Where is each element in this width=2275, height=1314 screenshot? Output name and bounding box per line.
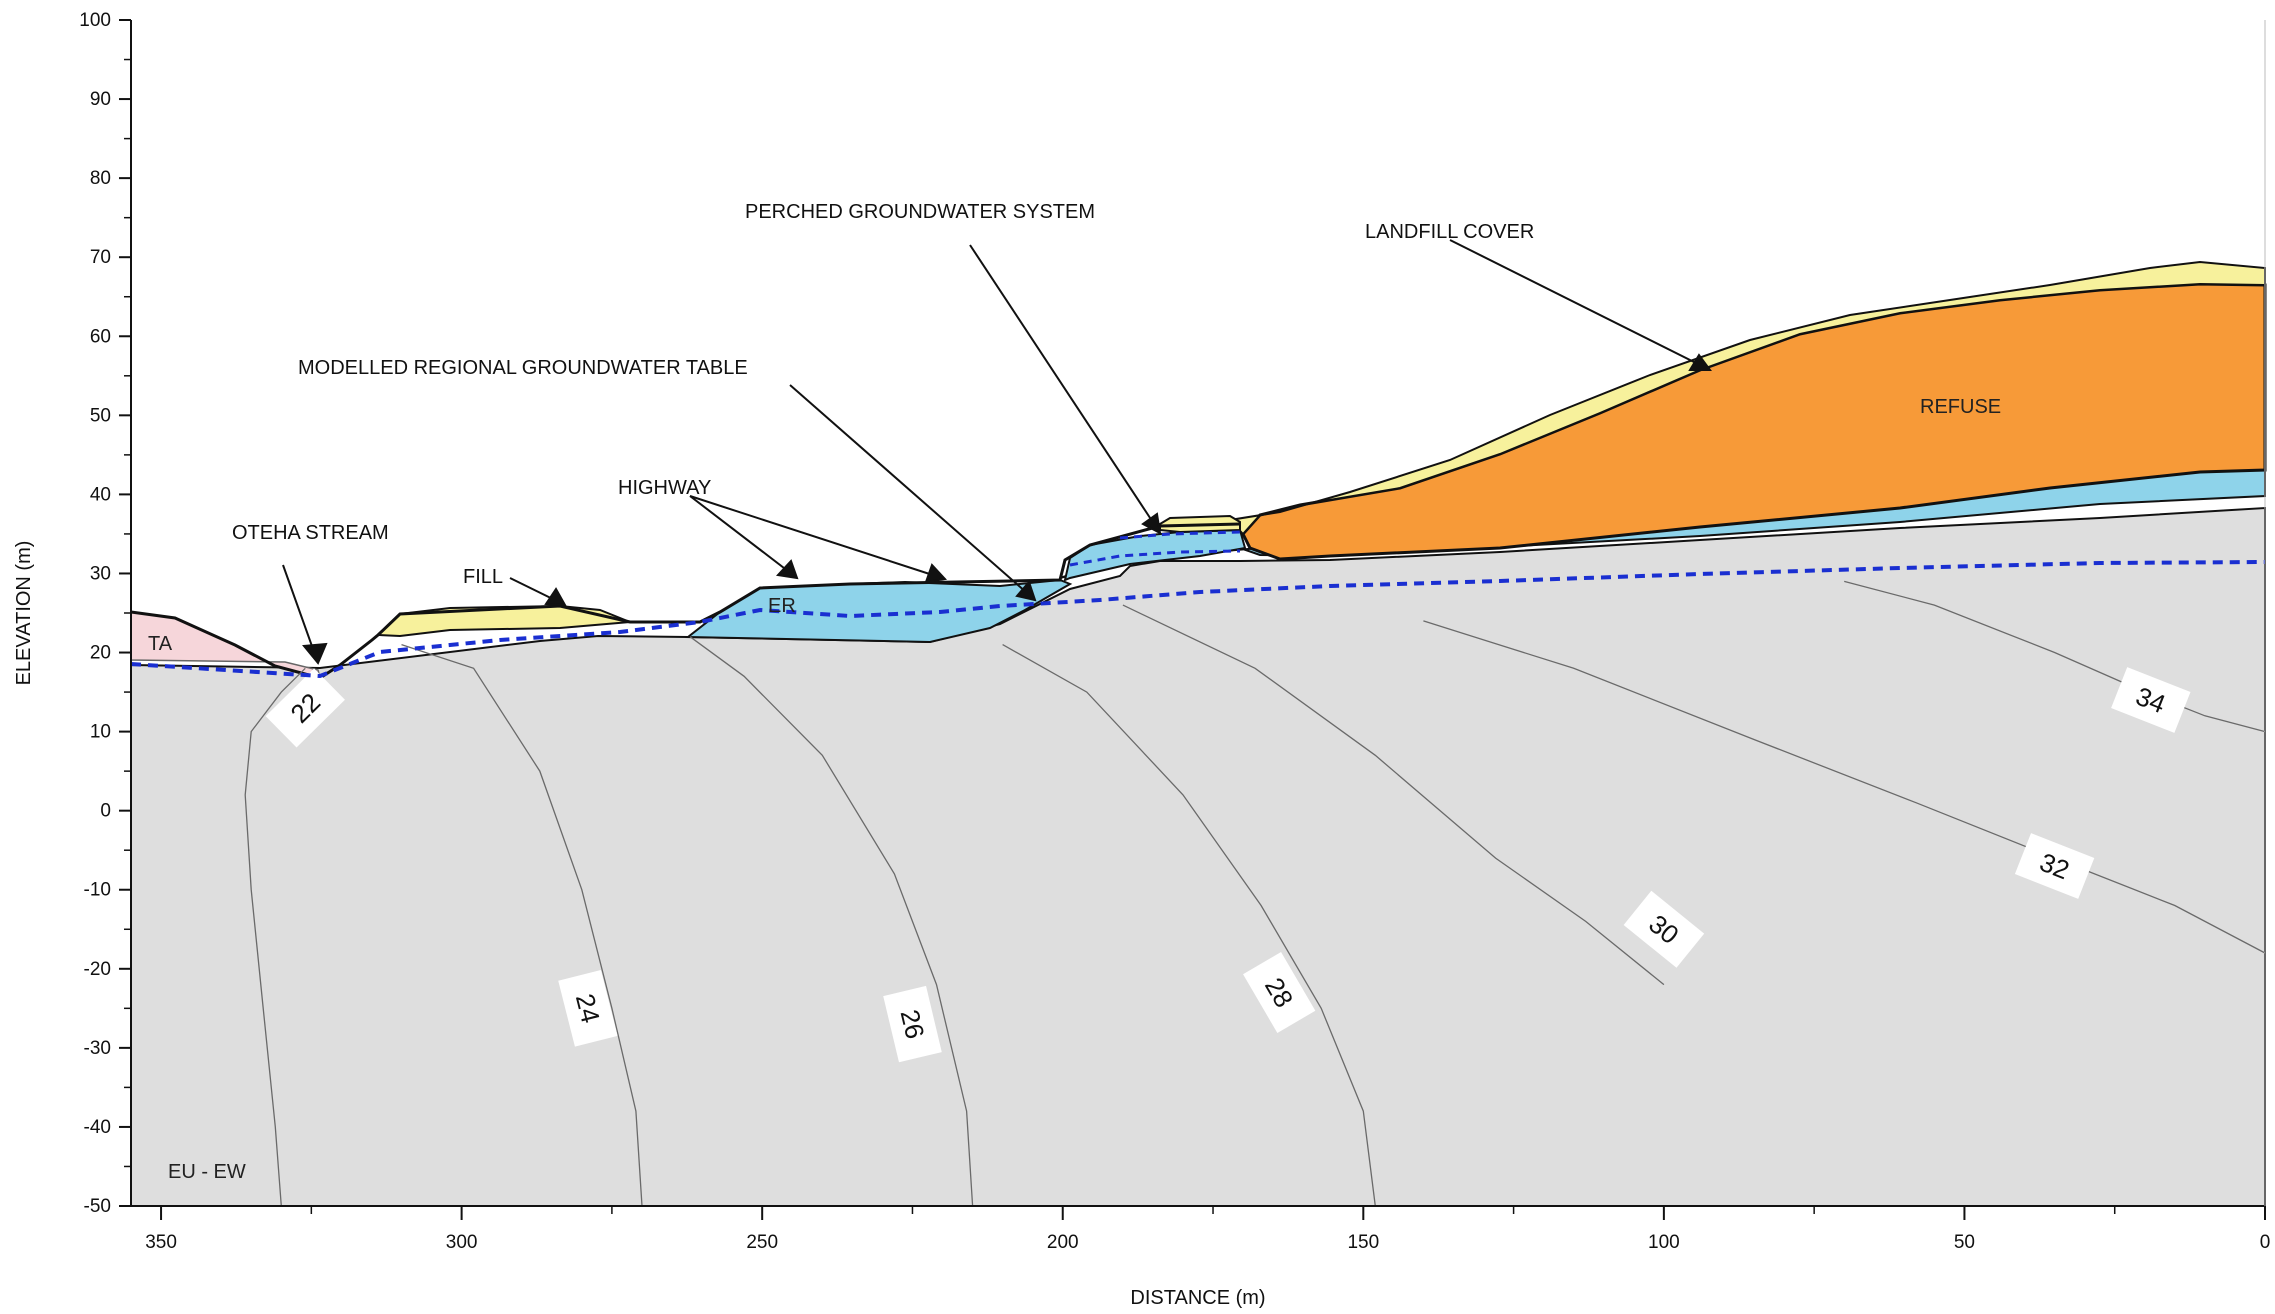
contour-label-box [1623, 890, 1705, 968]
highway-annotation: HIGHWAY [618, 477, 711, 499]
contour-label-box [1243, 952, 1316, 1033]
x-tick-label: 100 [1648, 1232, 1680, 1253]
x-tick-label: 150 [1347, 1232, 1379, 1253]
contour-label-text: 26 [895, 1007, 931, 1042]
y-tick-label: 10 [90, 722, 111, 743]
contour-label-30: 30 [1623, 890, 1705, 968]
landfill-cover-annotation: LANDFILL COVER [1365, 221, 1534, 243]
contour-labels: 22 24 26 28 30 32 34 [265, 667, 2191, 1063]
y-tick-label: -50 [84, 1196, 111, 1217]
ta-label: TA [148, 633, 173, 655]
y-tick-label: 0 [100, 801, 111, 822]
contour-22 [244, 667, 306, 1207]
refuse-label: REFUSE [1920, 396, 2001, 418]
contour-label-22: 22 [265, 668, 345, 748]
y-tick-label: 60 [90, 326, 111, 347]
contour-28 [1002, 644, 1376, 1207]
contour-24 [401, 643, 643, 1207]
er-label: ER [768, 595, 796, 617]
y-tick-label: 50 [90, 405, 111, 426]
perched-water-table [1069, 549, 1241, 567]
y-tick-label: -20 [84, 959, 111, 980]
contour-34 [1844, 580, 2266, 733]
perched-water-table-upper [1119, 530, 1241, 540]
contour-label-26: 26 [883, 985, 942, 1063]
y-tick-label: -10 [84, 880, 111, 901]
contour-label-32: 32 [2014, 833, 2095, 899]
oteha-stream-annotation: OTEHA STREAM [232, 522, 389, 544]
y-tick-label: 80 [90, 168, 111, 189]
contour-label-box [2014, 833, 2095, 899]
contour-label-box [883, 985, 942, 1063]
x-ticks: 350 300 250 200 150 100 50 0 [145, 1206, 2270, 1253]
y-tick-label: 30 [90, 563, 111, 584]
contour-lines [244, 580, 2266, 1207]
x-tick-label: 350 [145, 1232, 177, 1253]
y-tick-label: 100 [79, 10, 111, 31]
contour-32 [1423, 620, 2266, 954]
x-tick-label: 200 [1047, 1232, 1079, 1253]
contour-label-box [2111, 667, 2191, 733]
contour-label-box [558, 969, 618, 1047]
x-tick-label: 0 [2260, 1232, 2271, 1253]
eu-ew-label: EU - EW [168, 1161, 246, 1183]
y-tick-label: -40 [84, 1117, 111, 1138]
contour-label-34: 34 [2111, 667, 2191, 733]
x-axis-title: DISTANCE (m) [1130, 1287, 1265, 1309]
contour-label-24: 24 [558, 969, 618, 1047]
y-tick-label: -30 [84, 1038, 111, 1059]
contour-30 [1122, 604, 1665, 986]
fill-annotation: FILL [463, 566, 503, 588]
contour-label-box [265, 668, 345, 748]
y-tick-label: 40 [90, 484, 111, 505]
x-tick-label: 300 [446, 1232, 478, 1253]
x-tick-label: 250 [746, 1232, 778, 1253]
y-tick-label: 70 [90, 247, 111, 268]
y-tick-label: 20 [90, 643, 111, 664]
perched-groundwater-annotation: PERCHED GROUNDWATER SYSTEM [745, 201, 1095, 223]
contour-26 [689, 636, 974, 1207]
y-tick-label: 90 [90, 89, 111, 110]
contour-label-28: 28 [1243, 952, 1316, 1033]
leader-arrows [282, 239, 1712, 665]
x-tick-label: 50 [1954, 1232, 1975, 1253]
y-axis-title: ELEVATION (m) [13, 541, 35, 686]
contour-label-text: 24 [570, 991, 606, 1026]
ground-surface [130, 522, 1241, 680]
regional-groundwater-annotation: MODELLED REGIONAL GROUNDWATER TABLE [298, 357, 748, 379]
fill-unit [375, 604, 631, 638]
